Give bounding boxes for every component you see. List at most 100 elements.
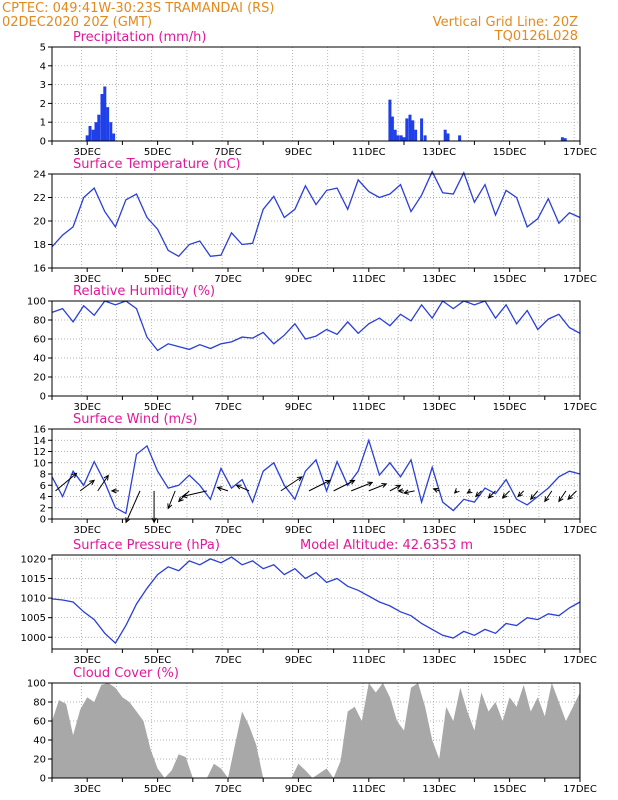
header-model-id: TQ0126L028 — [494, 29, 578, 44]
x-tick-label: 15DEC — [493, 655, 527, 666]
wind-arrow-head — [235, 484, 242, 490]
y-tick-label: 1020 — [21, 554, 46, 565]
wind-arrow — [125, 490, 141, 523]
y-tick-label: 22 — [33, 193, 46, 204]
y-tick-label: 0 — [40, 515, 46, 526]
y-tick-label: 1010 — [21, 594, 46, 605]
x-tick-label: 11DEC — [352, 784, 386, 795]
x-tick-label: 7DEC — [214, 147, 241, 158]
wind-arrow-head — [517, 491, 523, 498]
y-tick-label: 4 — [40, 492, 46, 503]
wind-arrow-head — [558, 496, 564, 503]
wind-arrow-head — [397, 488, 404, 494]
y-tick-label: 12 — [33, 447, 46, 458]
wind-arrow-head — [367, 481, 374, 487]
panel-title: Precipitation (mm/h) — [73, 30, 206, 45]
wind-arrow-head — [466, 488, 473, 494]
x-tick-label: 13DEC — [422, 525, 456, 536]
x-tick-label: 17DEC — [563, 525, 597, 536]
y-tick-label: 2 — [40, 99, 46, 110]
plot-frame — [51, 300, 581, 397]
panel-rh: 0 20 40 60 80 100 3DEC 5DEC 7DEC 9DEC 11DEC 13DEC 15… — [27, 284, 597, 413]
y-tick-label: 18 — [33, 240, 46, 251]
x-tick-label: 13DEC — [422, 784, 456, 795]
plot-frame — [51, 682, 581, 779]
precip-bar — [411, 120, 415, 141]
wind-arrow — [182, 490, 207, 497]
wind-arrow — [280, 476, 303, 492]
pressure-line — [51, 556, 581, 645]
x-tick-label: 5DEC — [144, 274, 171, 285]
precip-bar — [408, 114, 412, 141]
x-tick-label: 7DEC — [214, 274, 241, 285]
precip-bar — [443, 129, 447, 141]
x-tick-label: 9DEC — [285, 525, 312, 536]
x-tick-label: 15DEC — [493, 784, 527, 795]
wind-arrow — [97, 475, 109, 492]
x-tick-label: 17DEC — [563, 784, 597, 795]
x-tick-label: 3DEC — [74, 525, 101, 536]
wind-line — [51, 438, 581, 515]
x-tick-label: 3DEC — [74, 402, 101, 413]
precip-bar — [112, 133, 116, 141]
panel-title: Surface Pressure (hPa) — [73, 538, 220, 553]
precip-bar — [563, 138, 567, 141]
wind-arrow-head — [402, 489, 410, 495]
precip-bar — [405, 118, 409, 141]
x-tick-label: 5DEC — [144, 784, 171, 795]
wind-arrow — [567, 490, 577, 500]
x-tick-label: 11DEC — [352, 274, 386, 285]
precip-bar — [91, 129, 95, 141]
x-tick-label: 11DEC — [352, 402, 386, 413]
panel-precip: 0 1 2 3 4 5 3DEC 5DEC 7DEC 9DEC 11DEC 13DEC 15DEC 17D… — [40, 30, 597, 158]
panel-title: Surface Temperature (nC) — [73, 157, 241, 172]
x-tick-label: 15DEC — [493, 402, 527, 413]
x-tick-label: 13DEC — [422, 402, 456, 413]
precip-bar — [458, 135, 462, 141]
precip-bar — [393, 129, 397, 141]
x-tick-label: 9DEC — [285, 274, 312, 285]
y-tick-label: 14 — [33, 436, 46, 447]
wind-arrow — [55, 472, 77, 492]
y-tick-label: 3 — [40, 80, 46, 91]
x-tick-label: 11DEC — [352, 147, 386, 158]
panel-temp: 16 18 20 22 24 3DEC 5DEC 7DEC 9DEC 11DEC 13DEC 15DE… — [33, 157, 597, 285]
y-tick-label: 5 — [40, 43, 46, 54]
panel-title: Relative Humidity (%) — [73, 284, 215, 299]
header-run-time: 02DEC2020 20Z (GMT) — [2, 15, 153, 30]
x-tick-label: 15DEC — [493, 274, 527, 285]
panel-title: Cloud Cover (%) — [73, 666, 179, 681]
wind-arrow — [308, 479, 331, 492]
x-tick-label: 3DEC — [74, 147, 101, 158]
x-tick-label: 7DEC — [214, 784, 241, 795]
wind-arrow-head — [103, 474, 109, 481]
x-tick-label: 7DEC — [214, 655, 241, 666]
x-tick-label: 17DEC — [563, 402, 597, 413]
temp-line — [51, 170, 581, 258]
wind-arrow-head — [544, 496, 550, 503]
panel-subtitle: Model Altitude: 42.6353 m — [300, 538, 473, 553]
y-tick-label: 1 — [40, 118, 46, 129]
x-tick-label: 13DEC — [422, 274, 456, 285]
wind-arrow — [517, 490, 525, 497]
wind-arrow-head — [177, 496, 184, 503]
wind-arrow — [389, 484, 401, 492]
x-tick-label: 9DEC — [285, 655, 312, 666]
y-tick-label: 1000 — [21, 633, 46, 644]
wind-arrow-head — [395, 484, 402, 490]
wind-arrow-head — [349, 479, 356, 485]
y-tick-label: 16 — [33, 425, 46, 436]
y-tick-label: 40 — [33, 354, 46, 365]
x-tick-label: 15DEC — [493, 525, 527, 536]
x-tick-label: 3DEC — [74, 655, 101, 666]
wind-arrow — [333, 479, 355, 492]
wind-arrow — [544, 490, 553, 502]
wind-arrow-head — [167, 503, 173, 510]
wind-arrow — [217, 486, 229, 492]
precip-bar — [94, 122, 98, 141]
panel-title: Surface Wind (m/s) — [73, 412, 197, 427]
x-tick-label: 7DEC — [214, 402, 241, 413]
wind-arrow — [236, 484, 250, 492]
